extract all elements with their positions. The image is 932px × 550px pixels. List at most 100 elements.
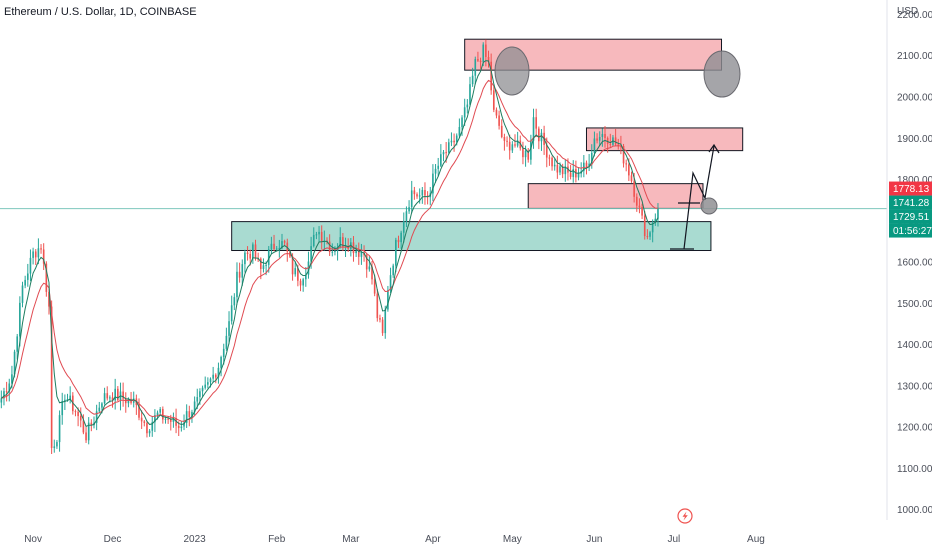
candle-body xyxy=(98,407,101,412)
candle-body xyxy=(199,391,201,398)
price-axis[interactable]: 2200.002100.002000.001900.001800.001700.… xyxy=(897,10,932,516)
candle-body xyxy=(0,398,3,403)
candle-body xyxy=(233,297,236,306)
x-tick-label: Dec xyxy=(104,534,122,545)
candle-body xyxy=(61,400,64,416)
candle-body xyxy=(646,236,649,238)
candle-body xyxy=(625,163,628,165)
candle-body xyxy=(389,275,392,291)
candle-body xyxy=(643,215,646,237)
candle-body xyxy=(376,293,379,319)
supply-zone-1[interactable] xyxy=(585,127,744,152)
candle-body xyxy=(230,305,233,322)
candle-body xyxy=(508,141,511,151)
candle-body xyxy=(500,125,503,138)
candle-body xyxy=(540,132,543,142)
candle-body xyxy=(490,61,492,91)
candle-body xyxy=(585,162,588,167)
candle-body xyxy=(117,388,119,401)
candle-body xyxy=(169,418,172,422)
x-tick-label: Apr xyxy=(425,534,441,545)
candle-body xyxy=(320,231,323,242)
currency-label: USD xyxy=(897,6,918,17)
candle-body xyxy=(466,104,469,108)
candle-body xyxy=(440,154,442,166)
candle-body xyxy=(11,374,13,384)
candle-body xyxy=(445,152,447,154)
candle-body xyxy=(228,321,230,336)
candle-body xyxy=(32,251,34,258)
candle-body xyxy=(331,251,334,253)
candle-body xyxy=(357,251,360,257)
candle-body xyxy=(249,253,252,259)
candle-body xyxy=(461,117,463,127)
candle-body xyxy=(424,189,426,196)
candle-body xyxy=(238,271,241,278)
candle-body xyxy=(220,357,222,368)
candle-body xyxy=(402,221,405,233)
candle-body xyxy=(387,290,389,310)
candle-body xyxy=(254,244,257,259)
price-badges: 1778.13 1741.28 1729.51 01:56:27 xyxy=(889,181,932,238)
candle-body xyxy=(360,252,363,257)
candle-body xyxy=(593,138,596,153)
candle-body xyxy=(122,391,124,399)
candle-body xyxy=(421,189,424,196)
candle-body xyxy=(252,244,254,259)
chart-title: Ethereum / U.S. Dollar, 1D, COINBASE xyxy=(4,6,197,18)
candle-body xyxy=(16,336,19,352)
candle-body xyxy=(556,164,559,173)
candle-body xyxy=(82,420,85,433)
candle-body xyxy=(13,351,16,375)
candle-body xyxy=(395,239,397,266)
candle-body xyxy=(545,144,548,158)
candle-body xyxy=(458,126,461,136)
zones-layer xyxy=(231,38,744,252)
candle-body xyxy=(48,291,50,307)
price-badge-label: 1729.51 xyxy=(893,212,930,223)
highlight-circle-top[interactable] xyxy=(494,46,530,96)
y-tick-label: 1400.00 xyxy=(897,340,932,351)
candle-body xyxy=(355,251,357,254)
candle-body xyxy=(8,383,11,392)
candle-body xyxy=(447,142,450,153)
candle-body xyxy=(214,374,217,378)
time-axis[interactable]: Nov Dec 2023 Feb Mar Apr May Jun Jul Aug xyxy=(24,534,765,545)
candle-body xyxy=(598,136,601,141)
candle-body xyxy=(342,237,344,247)
highlight-circle-target[interactable] xyxy=(703,50,741,98)
candle-body xyxy=(90,422,93,426)
candle-body xyxy=(297,268,299,281)
candle-body xyxy=(514,144,516,146)
candle-body xyxy=(265,264,267,266)
candle-body xyxy=(635,196,638,206)
demand-zone-3[interactable] xyxy=(231,221,712,252)
candle-body xyxy=(283,241,286,243)
highlight-circle-small[interactable] xyxy=(700,197,718,215)
candle-body xyxy=(164,418,167,420)
supply-zone-2[interactable] xyxy=(527,183,704,209)
candle-body xyxy=(217,367,220,378)
candle-body xyxy=(246,252,249,254)
candle-body xyxy=(471,75,474,85)
candle-body xyxy=(609,143,612,145)
candle-body xyxy=(191,411,193,418)
projection-path[interactable] xyxy=(683,145,715,250)
candle-body xyxy=(257,258,259,260)
candle-body xyxy=(34,251,37,258)
candle-body xyxy=(617,144,620,146)
candle-body xyxy=(373,279,376,294)
flash-icon[interactable] xyxy=(677,508,693,524)
candle-body xyxy=(50,306,53,448)
candle-body xyxy=(527,150,530,160)
candle-body xyxy=(159,409,162,413)
y-tick-label: 1800.00 xyxy=(897,175,932,186)
candle-body xyxy=(66,399,69,401)
candle-body xyxy=(630,175,633,182)
candle-body xyxy=(418,195,421,197)
candle-body xyxy=(106,393,109,399)
candle-body xyxy=(193,401,196,412)
price-badge xyxy=(889,181,932,196)
candle-body xyxy=(209,378,212,383)
